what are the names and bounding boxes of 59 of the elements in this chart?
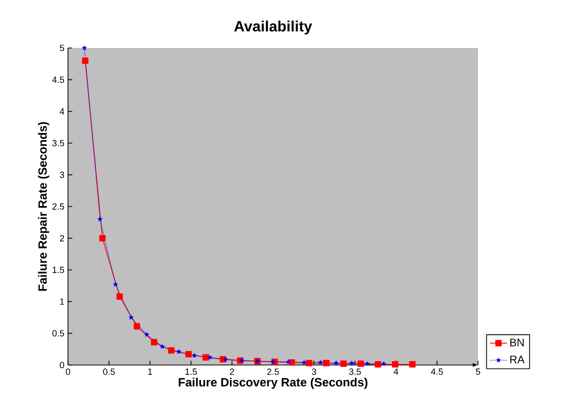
point	[323, 360, 330, 366]
x-tick-label: 4	[394, 368, 398, 375]
y-tick-label: 1	[60, 298, 64, 305]
point	[134, 323, 140, 330]
x-tick-label: 3.5	[349, 368, 361, 375]
point	[116, 293, 123, 300]
y-tick-label: 4	[60, 108, 64, 114]
x-axis-title: Failure Discovery Rate (Seconds)	[178, 378, 368, 389]
point	[409, 361, 416, 368]
point	[318, 360, 324, 365]
point	[222, 356, 228, 362]
point	[82, 45, 88, 50]
point	[392, 361, 398, 368]
x-tick-label: 1.5	[185, 368, 197, 375]
x-tick-label: 4.5	[430, 368, 443, 375]
y-tick-label: 0.5	[52, 330, 64, 336]
y-axis-title: Failure Repair Rate (Seconds)	[38, 122, 50, 291]
point	[364, 360, 370, 366]
point	[306, 360, 312, 366]
x-tick-label: 1	[148, 368, 152, 375]
x-tick-label: 2.5	[267, 368, 279, 375]
point	[340, 360, 347, 367]
point	[128, 314, 134, 320]
legend-label: BN	[510, 338, 524, 346]
point	[381, 360, 386, 366]
point	[358, 360, 364, 367]
chart-title: Availability	[234, 20, 312, 34]
point	[286, 359, 292, 364]
point	[185, 351, 192, 358]
y-tick-label: 5	[60, 44, 64, 52]
y-tick-label: 3	[60, 172, 64, 178]
y-tick-label: 1.5	[52, 266, 64, 274]
point	[97, 216, 103, 222]
point	[82, 57, 88, 64]
point	[168, 347, 175, 354]
legend-label: RA	[510, 356, 525, 364]
x-tick-label: 2	[230, 368, 234, 375]
point	[374, 361, 382, 368]
y-tick-label: 2	[60, 235, 64, 242]
x-tick-label: 0	[66, 368, 70, 375]
point	[207, 354, 213, 360]
x-tick-label: 0.5	[103, 368, 115, 375]
point	[150, 338, 158, 346]
point	[302, 360, 307, 365]
x-tick-label: 3	[312, 368, 316, 375]
point	[192, 352, 197, 358]
point	[202, 354, 209, 361]
y-tick-label: 4.5	[52, 76, 64, 83]
x-tick-label: 5	[476, 368, 480, 375]
point	[112, 282, 118, 287]
y-tick-label: 2.5	[52, 203, 64, 210]
point	[99, 235, 106, 242]
point	[349, 360, 354, 366]
y-tick-label: 0	[60, 362, 64, 368]
point	[176, 348, 182, 354]
point	[333, 360, 339, 366]
y-tick-label: 3.5	[52, 140, 64, 146]
point	[160, 344, 165, 349]
point	[144, 332, 150, 337]
